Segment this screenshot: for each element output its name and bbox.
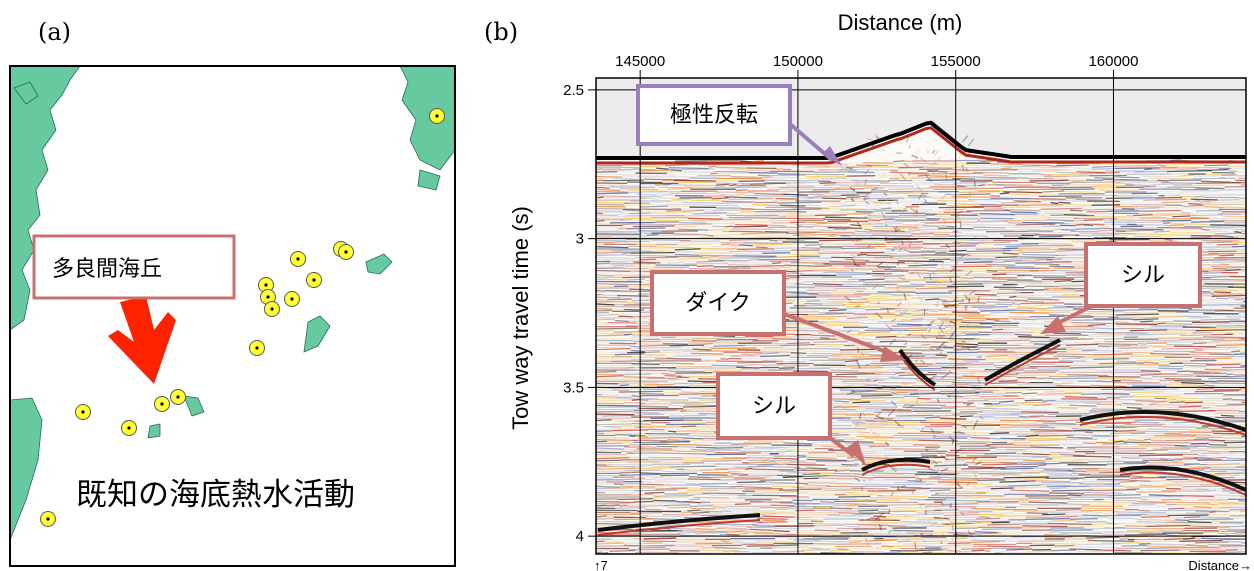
- seismic-frame: [595, 77, 1247, 555]
- x-tick-label: 160000: [1088, 53, 1138, 70]
- polarity-arrowhead: [822, 146, 842, 166]
- seismic-image: [596, 78, 1246, 554]
- annotation-arrows: [783, 122, 1097, 466]
- vent-marker: [121, 420, 137, 436]
- x-tick-label: 150000: [773, 53, 823, 70]
- vent-marker: [260, 289, 276, 305]
- tarama-knoll-label: 多良間海丘: [52, 257, 162, 282]
- dike-annotation: ダイク: [650, 270, 786, 336]
- panel-a-label: (a): [38, 18, 72, 46]
- map-frame: [9, 65, 456, 567]
- sill-left-arrowhead: [846, 440, 866, 466]
- tarama-arrow: [108, 296, 176, 384]
- x-axis-title: Distance (m): [838, 10, 963, 35]
- vent-marker: [290, 251, 306, 267]
- bottom-left-label: ↑7: [594, 558, 608, 571]
- sill-right-arrowhead: [1040, 316, 1066, 334]
- x-axis: 145000 150000 155000 160000: [615, 53, 1139, 78]
- sill-right-label: シル: [1121, 263, 1165, 288]
- land-island-sw: [13, 81, 39, 105]
- y-tick-label: 3: [576, 231, 584, 248]
- vent-marker: [306, 272, 322, 288]
- y-axis-title: Tow way travel time (s): [508, 206, 533, 430]
- vent-marker: [170, 389, 186, 405]
- land-kyushu: [399, 66, 455, 171]
- x-tick-label: 145000: [615, 53, 665, 70]
- land-amami: [365, 253, 393, 275]
- dike-label: ダイク: [685, 291, 751, 316]
- polarity-label: 極性反転: [670, 103, 758, 128]
- bottom-right-label: Distance→: [1188, 558, 1252, 571]
- vent-marker: [249, 340, 265, 356]
- dike-arrowhead: [880, 346, 906, 362]
- sill-left-label: シル: [752, 394, 796, 419]
- vent-marker: [429, 108, 445, 124]
- land-ishigaki: [147, 423, 161, 439]
- map-caption: 既知の海底熱水活動: [76, 477, 355, 513]
- land-sakishima: [183, 395, 205, 417]
- vent-marker: [75, 404, 91, 420]
- land-china: [10, 66, 81, 331]
- vent-marker: [40, 511, 56, 527]
- vent-marker: [154, 396, 170, 412]
- sill-left-annotation: シル: [716, 372, 832, 440]
- land-okinawa: [303, 315, 331, 353]
- callout-box: [32, 234, 236, 300]
- vent-marker: [284, 291, 300, 307]
- x-tick-label: 155000: [931, 53, 981, 70]
- y-tick-label: 2.5: [563, 82, 584, 99]
- vent-marker: [264, 301, 280, 317]
- polarity-annotation: 極性反転: [636, 84, 792, 146]
- y-axis: 2.5 3 3.5 4: [563, 82, 596, 545]
- map-land: [10, 66, 455, 541]
- vent-marker: [338, 244, 354, 260]
- y-tick-label: 4: [576, 528, 584, 545]
- hydrothermal-vent-markers: [40, 108, 445, 527]
- panel-b-label: (b): [484, 18, 519, 46]
- dike-arrow: [783, 312, 893, 356]
- sill-right-annotation: シル: [1084, 242, 1202, 308]
- y-tick-label: 3.5: [563, 379, 584, 396]
- land-island-ne: [417, 169, 441, 191]
- sill-left-arrow: [828, 436, 856, 458]
